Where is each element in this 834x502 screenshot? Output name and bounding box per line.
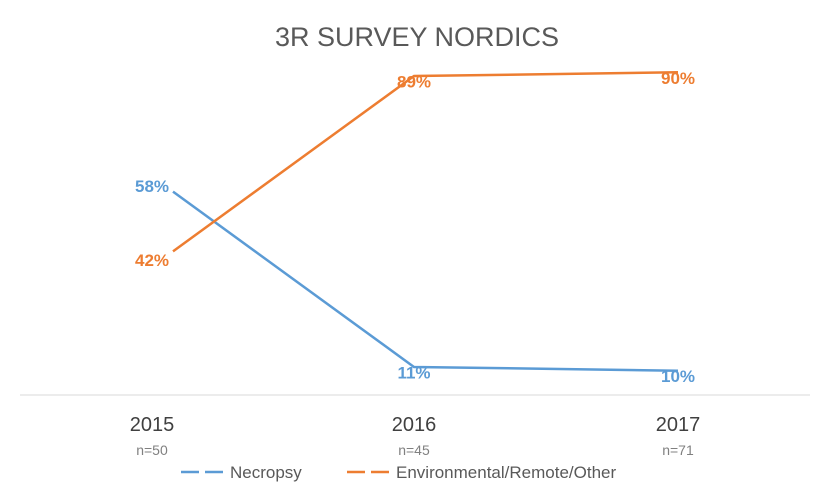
x-tick-label: 2015 [130,414,175,436]
chart-title: 3R SURVEY NORDICS [275,22,559,52]
legend-item-1: Environmental/Remote/Other [347,463,616,482]
data-label: 90% [661,69,695,88]
data-label: 10% [661,367,695,386]
series-line-1 [172,71,679,253]
legend-item-0: Necropsy [181,463,302,482]
data-label: 58% [135,177,169,196]
x-tick-label: 2016 [392,414,437,436]
x-tick-sample-size: n=50 [136,442,168,458]
x-tick-label: 2017 [656,414,701,436]
series-line-0 [172,190,679,372]
legend-label: Environmental/Remote/Other [396,463,616,482]
data-label: 11% [397,363,430,382]
legend-label: Necropsy [230,463,302,482]
data-label: 89% [397,73,431,92]
x-tick-sample-size: n=71 [662,442,694,458]
data-label: 42% [135,251,169,270]
x-tick-sample-size: n=45 [398,442,430,458]
